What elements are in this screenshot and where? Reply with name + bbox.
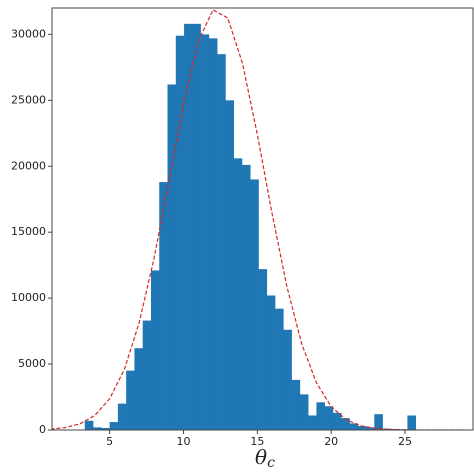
bar <box>150 270 160 430</box>
bar <box>241 164 251 430</box>
x-tick-label: 5 <box>106 435 113 448</box>
x-tick-label: 15 <box>250 435 264 448</box>
bar <box>357 426 367 430</box>
bar <box>275 308 284 430</box>
bar <box>316 402 325 430</box>
bar <box>299 394 309 430</box>
bar <box>225 100 234 430</box>
plot-frame <box>51 7 474 431</box>
bar <box>109 422 119 430</box>
x-axis-label: θc <box>255 445 275 472</box>
bar <box>101 428 110 430</box>
bar <box>175 35 185 430</box>
x-tick-label: 25 <box>398 435 412 448</box>
y-tick-label: 25000 <box>11 93 46 106</box>
bar <box>341 418 350 430</box>
bar <box>324 406 334 430</box>
bar <box>374 414 383 430</box>
y-tick-label: 10000 <box>11 291 46 304</box>
x-axis-label-subscript: c <box>267 455 275 471</box>
bar <box>266 295 276 430</box>
bar <box>126 370 135 430</box>
fit-curve <box>52 9 465 430</box>
bar <box>349 423 359 430</box>
bar <box>407 415 416 430</box>
bar <box>142 320 152 430</box>
bar <box>217 54 226 430</box>
bar <box>283 329 292 430</box>
bar <box>250 179 259 430</box>
bar <box>390 428 400 430</box>
bar <box>308 415 317 430</box>
bar <box>366 427 375 430</box>
y-tick-label: 30000 <box>11 27 46 40</box>
y-tick-label: 5000 <box>18 357 46 370</box>
bar <box>192 23 201 430</box>
y-tick-label: 15000 <box>11 225 46 238</box>
bar <box>167 84 177 430</box>
bar <box>208 38 218 430</box>
x-axis-label-symbol: θ <box>255 445 267 469</box>
y-tick-label: 0 <box>39 423 46 436</box>
y-tick-label: 20000 <box>11 159 46 172</box>
bar <box>332 412 342 430</box>
bar <box>117 403 127 430</box>
bar <box>258 269 268 430</box>
bar <box>134 348 143 430</box>
bar <box>233 158 243 430</box>
bar <box>84 420 94 430</box>
bar <box>291 379 301 430</box>
bar <box>184 23 193 430</box>
plot-area <box>52 9 465 430</box>
bar <box>200 34 210 430</box>
bar <box>93 427 102 430</box>
x-tick-label: 10 <box>176 435 190 448</box>
bar <box>159 182 168 430</box>
x-tick-label: 20 <box>324 435 338 448</box>
